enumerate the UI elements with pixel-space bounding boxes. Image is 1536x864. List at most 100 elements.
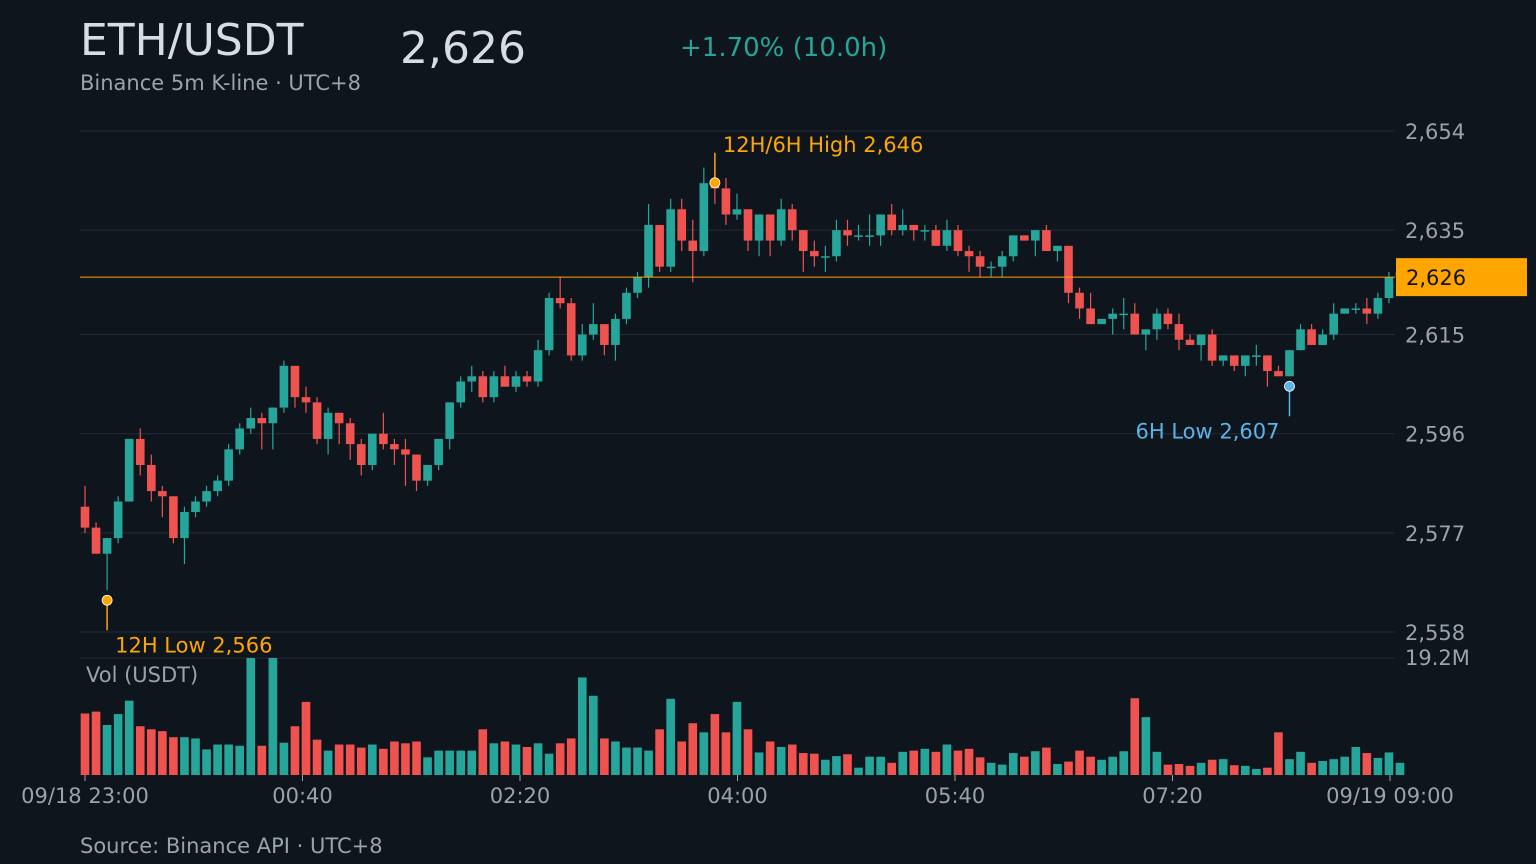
volume-bar	[1274, 732, 1283, 775]
candle	[589, 303, 598, 340]
candle	[334, 412, 344, 445]
candle	[986, 261, 996, 278]
candle-body	[655, 224, 664, 267]
candle-body	[1207, 334, 1217, 361]
volume-bar	[401, 743, 410, 775]
high-marker-dot	[709, 177, 721, 189]
candle-body	[478, 376, 488, 398]
volume-bar	[1218, 759, 1228, 775]
volume-bar	[191, 738, 200, 775]
time-tick-label: 05:40	[925, 784, 986, 808]
volume-bar	[511, 744, 521, 775]
candle	[611, 313, 620, 361]
candle-body	[169, 496, 178, 539]
volume-bar	[1086, 756, 1095, 775]
candle	[1218, 355, 1228, 366]
volume-bar	[1229, 765, 1239, 775]
candle	[224, 444, 233, 486]
volume-bar	[268, 658, 278, 775]
volume-bar	[1307, 762, 1316, 775]
candle	[865, 214, 874, 246]
candle	[953, 224, 963, 257]
candle	[401, 438, 410, 486]
volume-bar	[600, 738, 609, 775]
candle-body	[224, 449, 233, 481]
volume-bar	[113, 714, 123, 775]
volume-bar	[500, 741, 510, 775]
candle-body	[191, 501, 200, 512]
candle	[202, 485, 211, 507]
candle	[257, 412, 267, 450]
candle	[423, 465, 432, 486]
volume-bar	[522, 746, 532, 775]
volume-bar	[1075, 750, 1084, 775]
volume-bar	[368, 744, 377, 775]
volume-bar	[1097, 759, 1106, 775]
candle-body	[1108, 313, 1117, 319]
candle-body	[390, 444, 399, 450]
candle	[677, 198, 687, 252]
volume-bar	[257, 745, 267, 775]
candle-body	[577, 334, 587, 356]
volume-bar	[1373, 757, 1383, 775]
volume-bar	[235, 745, 245, 775]
volume-bar	[445, 750, 454, 775]
volume-bar	[1163, 764, 1173, 775]
candle	[1274, 365, 1283, 377]
volume-bar	[1141, 717, 1151, 775]
candle-body	[997, 256, 1007, 267]
volume-bar	[843, 754, 852, 775]
candle	[854, 224, 863, 241]
candle-body	[467, 376, 477, 382]
candle-body	[1318, 334, 1327, 345]
price-change: +1.70% (10.0h)	[680, 33, 887, 63]
candle-body	[246, 418, 256, 429]
volume-bar	[434, 750, 443, 775]
candle-body	[268, 407, 278, 424]
volume-bar	[158, 731, 167, 775]
candle	[1196, 334, 1206, 361]
candle-body	[1252, 355, 1261, 357]
candle-body	[1340, 308, 1350, 314]
candle-body	[1119, 313, 1129, 316]
volume-bar	[412, 741, 421, 775]
low-marker-dot	[1284, 380, 1295, 392]
candle	[91, 522, 101, 554]
candle-body	[920, 230, 930, 232]
candle-body	[743, 209, 753, 241]
time-tick-label: 02:20	[490, 784, 551, 808]
price-tick-label: 2,558	[1405, 621, 1465, 645]
volume-bar	[622, 747, 631, 775]
volume-bar	[102, 725, 112, 775]
candle-body	[1075, 292, 1084, 309]
candle-body	[522, 376, 532, 382]
candle-body	[1229, 355, 1239, 366]
candle-body	[489, 376, 499, 398]
candle-body	[345, 423, 355, 445]
candle	[1229, 355, 1239, 372]
candle-body	[1019, 235, 1029, 241]
volume-bar	[423, 757, 432, 775]
candle	[268, 407, 278, 450]
volume-bar	[1384, 752, 1394, 775]
low-marker-dot	[101, 594, 113, 606]
volume-bar	[909, 750, 919, 775]
volume-bar	[931, 751, 941, 775]
volume-bar	[1196, 762, 1206, 775]
volume-bar	[1296, 751, 1305, 775]
candle-body	[1097, 318, 1106, 325]
candle-body	[158, 491, 167, 497]
volume-bar	[169, 737, 178, 775]
candle	[997, 251, 1007, 278]
candle	[124, 438, 134, 502]
volume-bar	[876, 756, 885, 775]
candle-body	[146, 465, 156, 492]
candle	[1031, 230, 1040, 257]
candle-body	[566, 303, 576, 356]
candle-body	[1163, 313, 1173, 325]
volume-bar	[964, 748, 974, 775]
candle	[732, 193, 742, 220]
candle-body	[754, 214, 764, 241]
